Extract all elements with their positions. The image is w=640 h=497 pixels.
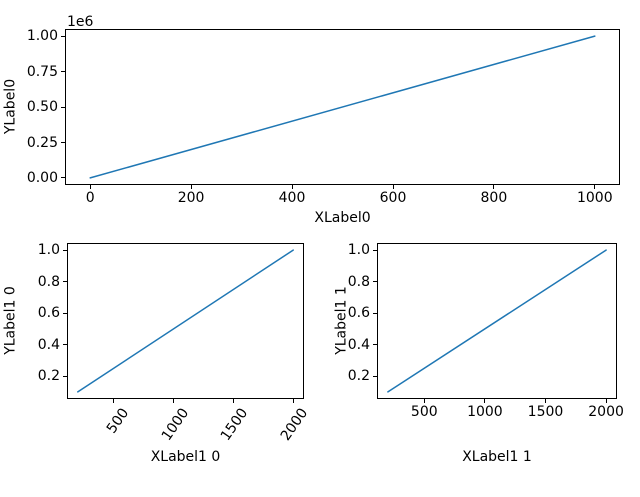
x-tick: [291, 185, 293, 189]
y-axis-label: YLabel0: [2, 78, 19, 135]
y-tick: [373, 312, 377, 314]
x-tick: [89, 185, 91, 189]
plot-area-bottom-right: [387, 249, 607, 393]
x-tick-label: 2000: [588, 404, 624, 420]
y-tick-label: 1.0: [37, 242, 60, 259]
y-tick-label: 0.8: [37, 273, 60, 290]
data-line-bottom-right: [387, 249, 607, 393]
y-tick: [63, 249, 67, 251]
y-tick: [63, 281, 67, 283]
x-axis-label: XLabel0: [314, 210, 371, 226]
x-tick: [493, 185, 495, 189]
plot-area-bottom-left: [77, 249, 294, 393]
y-tick: [373, 281, 377, 283]
x-tick-label: 1000: [576, 190, 613, 206]
y-tick: [61, 35, 65, 37]
y-tick: [373, 344, 377, 346]
figure: 0 200 400 600 800 1000 0.00 0.25 0.50 0.75 1.00 XLa…: [2, 14, 624, 465]
y-tick-label: 0.75: [26, 63, 58, 80]
y-tick-label: 0.50: [26, 99, 58, 115]
data-line-bottom-left: [77, 249, 294, 393]
x-axis-label: XLabel1 1: [462, 449, 532, 465]
y-axis-label: YLabel1 0: [2, 286, 19, 355]
y-tick: [373, 249, 377, 251]
x-axis-label: XLabel1 0: [150, 449, 221, 465]
x-tick: [545, 399, 546, 403]
x-tick-label: 0: [85, 190, 95, 206]
y-tick-label: 1.00: [26, 28, 58, 45]
y-tick-label: 0.6: [347, 305, 370, 322]
y-tick-label: 0.2: [37, 368, 60, 385]
y-tick-label: 0.8: [347, 273, 370, 290]
y-tick: [373, 375, 377, 377]
x-tick: [392, 185, 394, 189]
y-tick-label: 0.4: [37, 336, 60, 353]
y-offset-label: 1e6: [67, 14, 94, 30]
x-tick: [484, 399, 486, 403]
x-tick-label: 400: [278, 190, 306, 206]
y-tick-label: 0.25: [26, 134, 58, 151]
y-tick: [61, 177, 65, 179]
x-tick-label: 600: [379, 190, 407, 206]
x-tick: [423, 399, 425, 403]
y-tick-label: 0.4: [347, 336, 370, 353]
x-tick-label: 800: [480, 190, 508, 206]
y-tick: [63, 344, 67, 346]
x-tick: [292, 399, 294, 403]
data-line-top: [89, 35, 596, 179]
x-tick: [173, 399, 174, 403]
x-tick-label: 200: [177, 190, 205, 206]
y-tick: [61, 106, 65, 108]
x-tick: [113, 399, 115, 403]
y-tick-label: 0.2: [347, 368, 370, 385]
y-tick-label: 1.0: [347, 242, 370, 259]
y-tick: [61, 71, 65, 72]
y-axis-label: YLabel1 1: [333, 286, 350, 355]
y-tick: [63, 375, 67, 377]
x-tick-label: 1000: [467, 404, 503, 420]
plot-area-top: [89, 35, 596, 179]
x-tick: [232, 399, 234, 403]
x-tick: [190, 185, 192, 189]
x-tick-label: 500: [410, 404, 438, 420]
y-tick-label: 0.00: [26, 169, 58, 186]
x-tick-label: 1500: [527, 404, 564, 420]
x-tick: [594, 185, 596, 189]
y-tick: [63, 312, 67, 314]
x-tick: [605, 399, 607, 403]
y-tick: [61, 142, 65, 143]
y-tick-label: 0.6: [37, 305, 60, 322]
